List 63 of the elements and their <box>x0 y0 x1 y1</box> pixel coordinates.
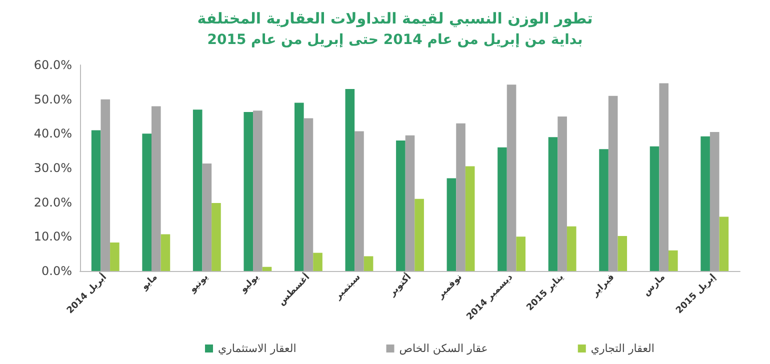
bar <box>354 131 364 271</box>
bar <box>152 106 161 271</box>
y-tick-label: 60.0% <box>34 58 72 72</box>
legend-label: عقار السكن الخاص <box>399 342 488 355</box>
x-tick-label: فبراير <box>590 272 617 300</box>
y-tick-label: 50.0% <box>34 92 72 106</box>
x-tick-label: يونيو <box>187 272 210 296</box>
bar <box>294 102 304 271</box>
bar <box>659 83 668 271</box>
bar <box>516 236 526 271</box>
bar <box>498 147 507 271</box>
bar <box>566 226 576 271</box>
bar <box>110 242 120 271</box>
x-tick-label: أكتوبر <box>386 271 414 300</box>
bar <box>700 136 710 271</box>
x-tick-label: ديسمبر 2014 <box>465 272 516 322</box>
bar <box>142 134 152 271</box>
bar <box>364 256 374 271</box>
bar <box>100 99 110 271</box>
bar <box>313 252 322 271</box>
y-tick-label: 0.0% <box>42 264 72 278</box>
bar <box>192 110 202 271</box>
y-tick-label: 40.0% <box>34 126 72 141</box>
bar <box>202 164 212 271</box>
bar <box>91 130 101 271</box>
bar <box>650 146 660 271</box>
bar <box>253 110 262 271</box>
y-tick-label: 10.0% <box>34 230 72 244</box>
bar <box>212 203 221 271</box>
bar <box>719 216 729 271</box>
legend-label: العقار التجاري <box>590 342 654 355</box>
chart-subtitle: بداية من إبريل من عام 2014 حتى إبريل من عام 2015 <box>207 32 583 48</box>
bar <box>668 250 678 271</box>
bar <box>548 137 558 271</box>
bar <box>345 89 355 271</box>
chart-title: تطور الوزن النسبي لقيمة التداولات العقارية المختلفة <box>197 10 593 28</box>
x-tick-label: نوفمبر <box>435 272 464 302</box>
bar <box>456 123 466 271</box>
bar <box>304 118 314 271</box>
y-tick-label: 20.0% <box>34 195 72 210</box>
bar <box>244 112 254 271</box>
bar <box>558 116 567 271</box>
legend-label: العقار الاستثماري <box>218 342 296 355</box>
bar <box>618 236 628 271</box>
bar <box>599 149 608 271</box>
x-tick-label: أغسطس <box>275 271 312 308</box>
x-tick-label: مارس <box>642 272 668 298</box>
x-tick-label: مايو <box>139 272 160 293</box>
bar <box>160 234 170 271</box>
bar <box>506 84 516 271</box>
bar <box>405 135 415 271</box>
bar <box>414 198 424 271</box>
x-tick-label: إبريل 2015 <box>674 272 718 316</box>
bar <box>608 96 618 271</box>
x-tick-label: يوليو <box>238 272 262 296</box>
bar <box>446 178 456 271</box>
bar <box>465 166 475 271</box>
bar <box>396 140 406 271</box>
bar <box>262 266 272 271</box>
x-tick-label: سبتمبر <box>332 272 363 302</box>
y-tick-label: 30.0% <box>34 161 72 175</box>
x-tick-label: يناير 2015 <box>525 272 566 314</box>
bar <box>710 132 720 271</box>
